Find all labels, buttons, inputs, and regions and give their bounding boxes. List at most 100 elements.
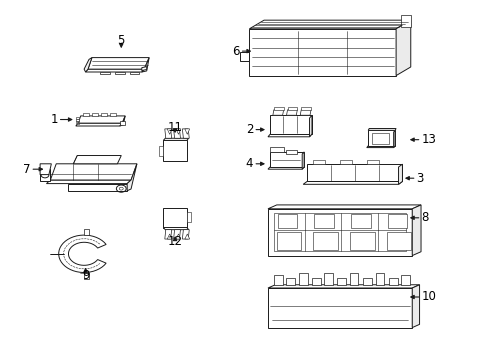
Polygon shape (267, 209, 411, 256)
Polygon shape (267, 205, 420, 209)
Text: 10: 10 (421, 291, 435, 303)
Polygon shape (76, 119, 79, 121)
Text: 8: 8 (421, 211, 428, 224)
Polygon shape (362, 278, 371, 285)
Polygon shape (285, 150, 297, 154)
Text: 3: 3 (416, 172, 423, 185)
Polygon shape (115, 72, 124, 74)
Polygon shape (367, 129, 395, 130)
Polygon shape (100, 72, 110, 74)
Polygon shape (375, 273, 384, 285)
Polygon shape (76, 121, 79, 122)
Polygon shape (286, 110, 297, 115)
Polygon shape (88, 58, 149, 69)
Polygon shape (349, 273, 358, 285)
Text: 2: 2 (245, 123, 253, 136)
Polygon shape (163, 208, 186, 228)
Polygon shape (300, 110, 310, 115)
Polygon shape (78, 116, 125, 123)
Polygon shape (270, 115, 311, 134)
Polygon shape (273, 275, 282, 285)
Polygon shape (314, 214, 333, 228)
Polygon shape (176, 129, 181, 134)
Polygon shape (120, 121, 124, 125)
Polygon shape (182, 129, 189, 138)
Polygon shape (312, 160, 325, 164)
Polygon shape (92, 113, 98, 116)
Polygon shape (287, 107, 297, 110)
Polygon shape (129, 72, 139, 74)
Polygon shape (46, 180, 131, 184)
Polygon shape (40, 164, 51, 175)
Polygon shape (269, 152, 304, 167)
Polygon shape (311, 278, 320, 285)
Polygon shape (176, 234, 181, 239)
Polygon shape (167, 129, 172, 134)
Polygon shape (398, 164, 402, 184)
Polygon shape (276, 232, 301, 250)
Polygon shape (301, 107, 310, 110)
Polygon shape (173, 129, 180, 138)
Polygon shape (84, 273, 89, 279)
Text: 13: 13 (421, 133, 435, 146)
Polygon shape (306, 164, 402, 181)
Polygon shape (239, 52, 249, 61)
Polygon shape (309, 115, 311, 137)
Polygon shape (76, 117, 79, 119)
Polygon shape (367, 130, 394, 146)
Text: 9: 9 (81, 269, 89, 282)
Polygon shape (400, 15, 410, 27)
Bar (273, 213, 406, 251)
Polygon shape (249, 20, 410, 29)
Polygon shape (339, 160, 351, 164)
Polygon shape (142, 58, 149, 72)
Polygon shape (164, 230, 171, 239)
Polygon shape (101, 113, 107, 116)
Polygon shape (184, 234, 189, 239)
Polygon shape (313, 232, 337, 250)
Polygon shape (163, 228, 188, 230)
Polygon shape (386, 232, 410, 250)
Polygon shape (164, 129, 171, 138)
Text: 6: 6 (232, 45, 239, 58)
Polygon shape (393, 130, 394, 148)
Text: 11: 11 (167, 121, 182, 134)
Polygon shape (285, 278, 294, 285)
Polygon shape (267, 134, 311, 137)
Bar (371, 133, 388, 144)
Polygon shape (349, 232, 374, 250)
Polygon shape (395, 20, 410, 76)
Polygon shape (59, 235, 106, 273)
Polygon shape (142, 67, 146, 71)
Polygon shape (120, 116, 125, 126)
Polygon shape (163, 138, 188, 140)
Text: 4: 4 (245, 157, 253, 170)
Polygon shape (272, 110, 283, 115)
Polygon shape (167, 234, 172, 239)
Polygon shape (159, 146, 163, 156)
Polygon shape (337, 278, 346, 285)
Polygon shape (76, 123, 122, 126)
Polygon shape (302, 152, 304, 169)
Text: 7: 7 (23, 163, 30, 176)
Polygon shape (411, 285, 419, 328)
Text: 12: 12 (167, 235, 182, 248)
Polygon shape (68, 184, 127, 191)
Polygon shape (184, 129, 189, 134)
Polygon shape (366, 146, 394, 148)
Polygon shape (411, 205, 420, 256)
Polygon shape (186, 212, 190, 222)
Polygon shape (267, 167, 304, 169)
Polygon shape (273, 107, 283, 110)
Polygon shape (267, 285, 419, 288)
Polygon shape (73, 156, 77, 164)
Polygon shape (76, 123, 79, 124)
Polygon shape (163, 140, 186, 161)
Polygon shape (323, 273, 332, 285)
Polygon shape (109, 113, 116, 116)
Polygon shape (269, 147, 283, 152)
Polygon shape (83, 113, 89, 116)
Polygon shape (84, 58, 92, 72)
Polygon shape (127, 164, 137, 191)
Polygon shape (173, 230, 180, 239)
